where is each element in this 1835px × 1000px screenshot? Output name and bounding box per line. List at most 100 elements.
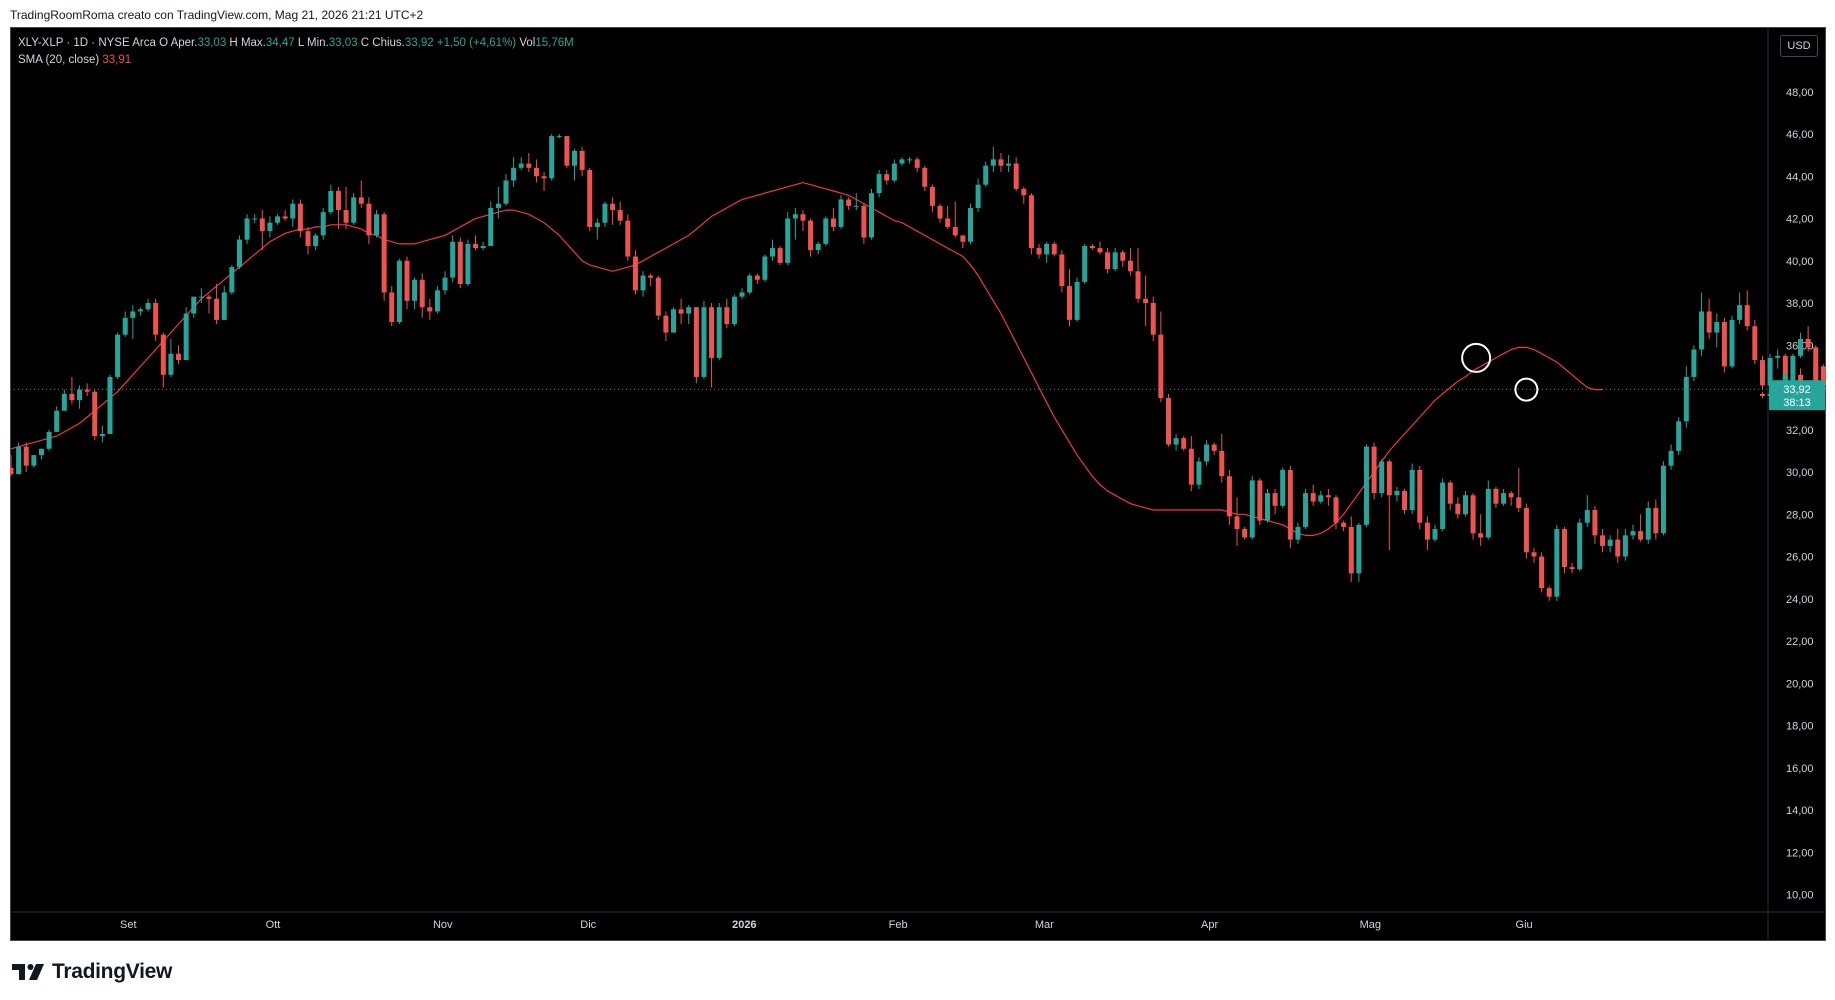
candle-body	[259, 218, 265, 232]
candle-body	[808, 220, 814, 251]
candle	[838, 195, 844, 230]
candle	[1440, 478, 1446, 532]
candle-body	[739, 292, 745, 297]
vol-value: 15,76M	[535, 37, 574, 49]
candle-body	[1714, 322, 1720, 333]
candle-body	[701, 307, 707, 377]
candle	[1577, 518, 1583, 572]
time-tick-label: Mar	[1035, 919, 1054, 931]
candle-body	[1074, 281, 1080, 320]
candle-body	[168, 353, 174, 375]
candle-body	[419, 279, 425, 308]
candle-body	[1798, 338, 1804, 356]
candle-body	[214, 298, 220, 320]
chart-area[interactable]	[10, 27, 1826, 941]
candle	[686, 305, 692, 325]
price-tick-label: 44,00	[1786, 171, 1814, 183]
candle	[1660, 461, 1666, 536]
time-axis: Set Ott Nov Dic 2026 Feb Mar Apr Mag Giu	[120, 919, 1533, 931]
candle-body	[853, 205, 859, 207]
candle-body	[122, 317, 128, 335]
candle-body	[450, 241, 456, 278]
candle	[808, 218, 814, 257]
candle	[1143, 275, 1149, 327]
candle	[191, 296, 197, 318]
candle	[1531, 548, 1537, 563]
candle	[1303, 488, 1309, 530]
candle-body	[1447, 482, 1453, 504]
candle	[54, 406, 60, 432]
candle-body	[1501, 493, 1507, 504]
candle-body	[69, 393, 75, 401]
candle	[244, 214, 250, 244]
candle-body	[1318, 495, 1324, 502]
candle-body	[975, 184, 981, 208]
candle-body	[983, 165, 989, 185]
candle-body	[1363, 446, 1369, 525]
candle	[1097, 241, 1103, 255]
candle	[198, 288, 204, 303]
candle	[1280, 467, 1286, 508]
candle	[1455, 497, 1461, 519]
candle-body	[206, 296, 212, 299]
candle-body	[38, 448, 44, 456]
price-tick-label: 16,00	[1786, 763, 1814, 775]
time-tick-label: Ott	[266, 919, 281, 931]
candlestick-chart[interactable]: 10,00 12,00 14,00 16,00 18,00 20,00 22,00 24,00…	[10, 27, 1826, 941]
candle-body	[1523, 507, 1529, 553]
candle	[1242, 526, 1248, 540]
candle	[473, 235, 479, 251]
high-label: H	[229, 37, 238, 49]
candle-body	[412, 279, 418, 301]
candle	[1386, 459, 1392, 551]
candle	[1135, 248, 1141, 303]
time-tick-label: Nov	[433, 919, 453, 931]
candle	[427, 298, 433, 320]
candle-body	[1303, 493, 1309, 527]
candle-body	[1485, 488, 1491, 538]
price-tick-label: 18,00	[1786, 721, 1814, 733]
candle-body	[434, 290, 440, 312]
candle	[929, 184, 935, 213]
legend-row-sma: SMA (20, close) 33,91	[18, 52, 574, 69]
candle-body	[46, 431, 52, 449]
candle-body	[198, 296, 204, 298]
candle	[1188, 436, 1194, 492]
candle-body	[1653, 507, 1659, 534]
candle	[69, 376, 75, 405]
candle	[891, 159, 897, 183]
candle-body	[1615, 539, 1621, 557]
candle-body	[1775, 355, 1781, 358]
candle	[800, 210, 806, 232]
candle	[1310, 484, 1316, 506]
candle	[1683, 366, 1689, 428]
candle	[115, 332, 121, 380]
candle-body	[381, 214, 387, 293]
open-label: O	[159, 37, 169, 49]
candle	[945, 205, 951, 230]
candle	[785, 212, 791, 265]
candle-body	[549, 136, 555, 179]
candle-body	[1036, 248, 1042, 255]
candle-body	[389, 292, 395, 323]
candle-body	[1645, 507, 1651, 540]
candle	[1356, 522, 1362, 582]
currency-button[interactable]: USD	[1780, 35, 1818, 57]
candle-body	[579, 150, 585, 170]
candle	[290, 199, 296, 227]
price-tick-label: 28,00	[1786, 509, 1814, 521]
candle	[1539, 552, 1545, 593]
price-tick-label: 42,00	[1786, 214, 1814, 226]
candle-body	[1600, 535, 1606, 546]
brand-logo[interactable]: TradingView	[12, 960, 172, 984]
candle	[92, 389, 98, 441]
candle-body	[366, 203, 372, 236]
candle	[853, 193, 859, 211]
candle-body	[1379, 461, 1385, 494]
candle	[884, 169, 890, 185]
candle	[549, 134, 555, 181]
candle-body	[1394, 491, 1400, 496]
candle-body	[1196, 461, 1202, 485]
candle	[1653, 499, 1659, 540]
